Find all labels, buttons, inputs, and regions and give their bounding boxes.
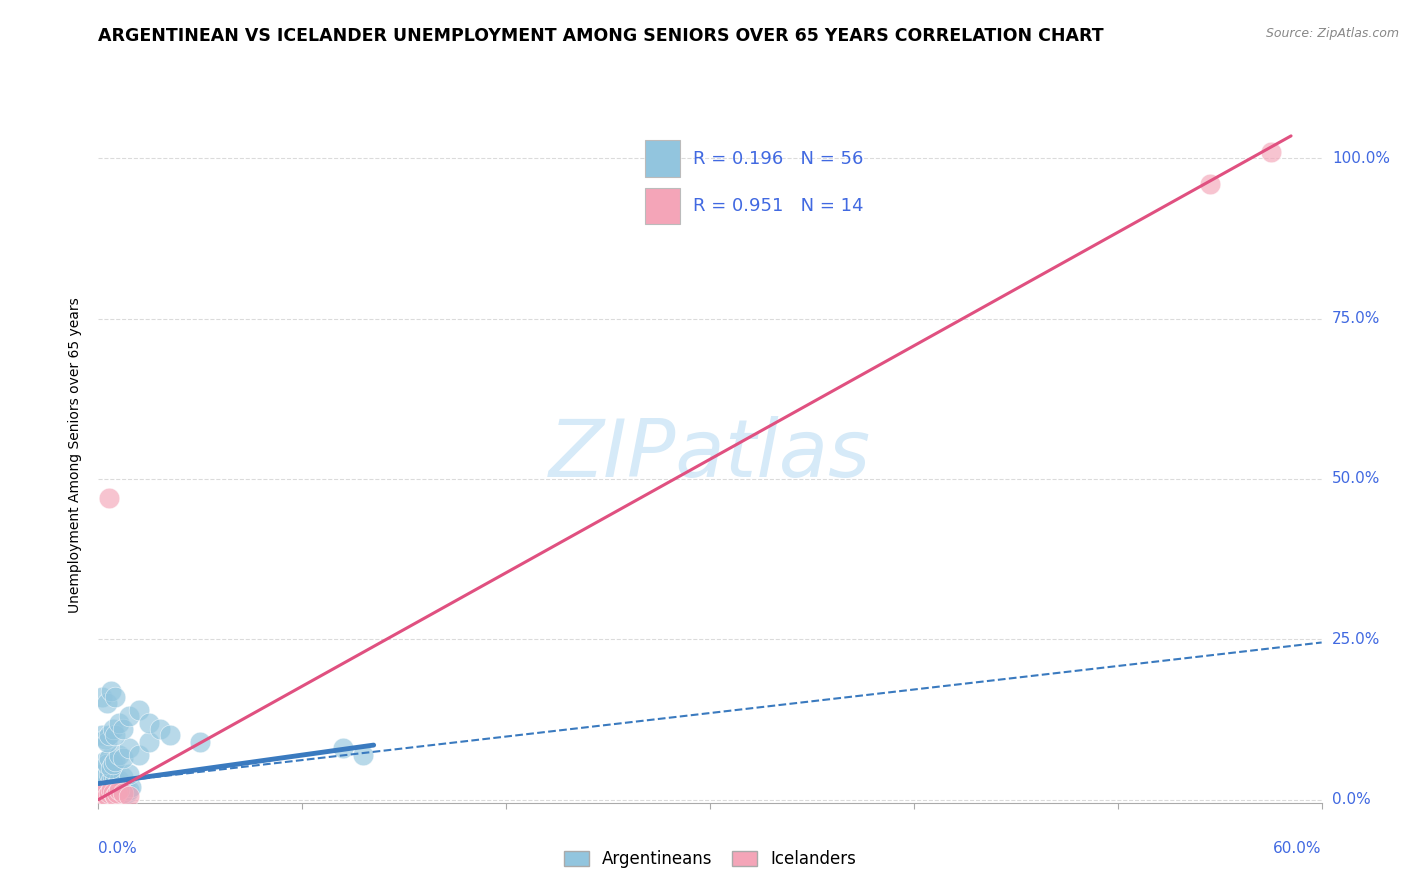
Point	[101, 722, 124, 736]
Point	[96, 757, 118, 772]
Point	[111, 783, 134, 797]
Point	[138, 735, 160, 749]
Point	[105, 783, 128, 797]
Point	[93, 783, 115, 797]
Point	[100, 760, 122, 774]
Point	[104, 754, 127, 768]
Text: 100.0%: 100.0%	[1331, 151, 1391, 166]
Point	[159, 729, 181, 743]
Legend: Argentineans, Icelanders: Argentineans, Icelanders	[557, 843, 863, 874]
Point	[104, 729, 127, 743]
Point	[118, 767, 141, 781]
Point	[105, 776, 128, 790]
Point	[97, 786, 120, 800]
Text: ARGENTINEAN VS ICELANDER UNEMPLOYMENT AMONG SENIORS OVER 65 YEARS CORRELATION CH: ARGENTINEAN VS ICELANDER UNEMPLOYMENT AM…	[98, 27, 1104, 45]
Point	[100, 773, 122, 788]
FancyBboxPatch shape	[645, 140, 679, 177]
Point	[118, 789, 141, 804]
Point	[91, 780, 114, 794]
Point	[118, 741, 141, 756]
Point	[1198, 177, 1220, 191]
Point	[188, 735, 212, 749]
Point	[105, 786, 128, 800]
Point	[96, 697, 118, 711]
Text: 50.0%: 50.0%	[1331, 472, 1381, 486]
Point	[96, 786, 118, 800]
Point	[101, 757, 124, 772]
FancyBboxPatch shape	[645, 188, 679, 224]
Point	[93, 731, 115, 746]
Point	[93, 783, 115, 797]
Point	[108, 783, 131, 797]
Point	[138, 715, 160, 730]
Point	[128, 703, 150, 717]
Point	[93, 770, 115, 784]
Point	[100, 783, 122, 797]
Point	[101, 786, 124, 800]
Point	[97, 767, 120, 781]
Point	[101, 786, 124, 800]
Text: 60.0%: 60.0%	[1274, 841, 1322, 856]
Point	[91, 786, 114, 800]
Point	[149, 722, 172, 736]
Point	[97, 729, 120, 743]
Point	[110, 786, 132, 800]
Point	[111, 770, 134, 784]
Point	[91, 729, 114, 743]
Point	[332, 741, 354, 756]
Point	[89, 789, 111, 804]
Text: R = 0.951   N = 14: R = 0.951 N = 14	[693, 197, 863, 215]
Point	[91, 767, 114, 781]
Text: ZIPatlas: ZIPatlas	[548, 416, 872, 494]
Point	[108, 780, 131, 794]
Y-axis label: Unemployment Among Seniors over 65 years: Unemployment Among Seniors over 65 years	[69, 297, 83, 613]
Point	[104, 789, 127, 804]
Point	[111, 786, 134, 800]
Text: 25.0%: 25.0%	[1331, 632, 1381, 647]
Point	[114, 780, 136, 794]
Point	[104, 690, 127, 704]
Text: Source: ZipAtlas.com: Source: ZipAtlas.com	[1265, 27, 1399, 40]
Point	[96, 735, 118, 749]
Point	[97, 751, 120, 765]
Point	[118, 709, 141, 723]
Point	[104, 780, 127, 794]
Point	[101, 770, 124, 784]
Text: 0.0%: 0.0%	[1331, 792, 1371, 807]
Point	[93, 754, 115, 768]
Point	[104, 773, 127, 788]
Point	[97, 491, 120, 506]
Point	[111, 722, 134, 736]
Point	[91, 690, 114, 704]
Point	[96, 789, 118, 804]
Point	[97, 780, 120, 794]
Point	[1260, 145, 1282, 159]
Point	[108, 715, 131, 730]
Point	[111, 751, 134, 765]
Text: 0.0%: 0.0%	[98, 841, 138, 856]
Point	[115, 786, 138, 800]
Point	[100, 783, 122, 797]
Point	[108, 773, 131, 788]
Text: 75.0%: 75.0%	[1331, 311, 1381, 326]
Point	[352, 747, 374, 762]
Point	[118, 783, 141, 797]
Point	[120, 780, 142, 794]
Text: R = 0.196   N = 56: R = 0.196 N = 56	[693, 150, 863, 168]
Point	[128, 747, 150, 762]
Point	[100, 683, 122, 698]
Point	[108, 747, 131, 762]
